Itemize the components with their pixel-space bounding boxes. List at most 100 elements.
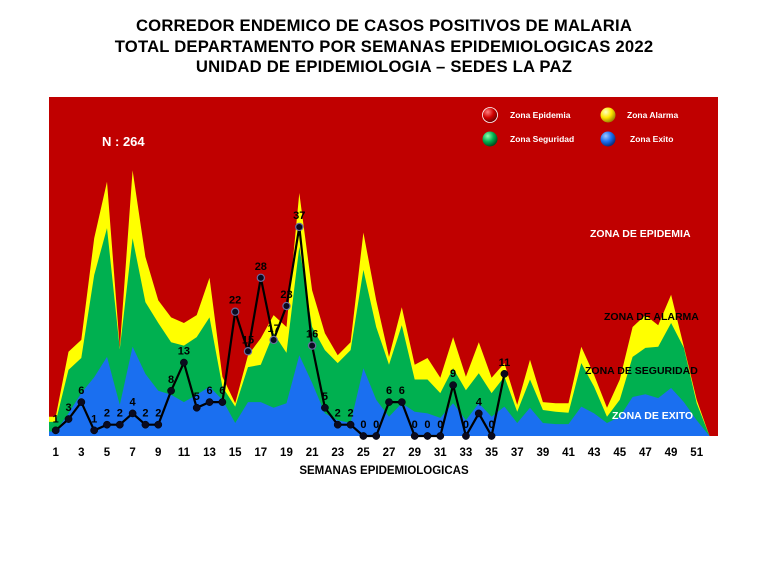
case-point-week-20: [295, 222, 304, 232]
legend-exito-label: Zona Exito: [630, 134, 673, 144]
zona-exito-area: [49, 346, 710, 436]
case-point-week-29: [410, 432, 419, 440]
case-label-week-7: 4: [130, 396, 137, 408]
case-point-week-3: [77, 398, 86, 406]
x-tick-label: 39: [536, 447, 549, 459]
x-tick-label: 17: [254, 447, 267, 459]
case-label-week-2: 3: [65, 402, 71, 414]
case-label-week-3: 6: [78, 385, 84, 397]
x-tick-label: 27: [383, 447, 396, 459]
case-point-week-6: [115, 420, 124, 429]
case-label-week-18: 17: [268, 323, 280, 335]
case-point-week-22: [321, 403, 329, 412]
x-tick-label: 13: [203, 447, 216, 459]
case-point-week-5: [103, 420, 111, 429]
x-tick-label: 11: [178, 447, 191, 459]
x-tick-label: 45: [613, 447, 626, 459]
x-tick-label: 1: [52, 447, 59, 459]
zona-seguridad-area: [49, 228, 710, 436]
case-label-week-36: 11: [499, 357, 511, 369]
x-tick-label: 9: [155, 447, 161, 459]
case-point-week-8: [141, 420, 150, 429]
case-label-week-32: 9: [450, 368, 456, 380]
legend-exito-icon: [600, 131, 616, 147]
case-point-week-19: [282, 301, 291, 311]
case-label-week-21: 16: [306, 329, 318, 341]
legend-alarma-icon: [600, 107, 616, 123]
case-label-week-25: 0: [360, 419, 366, 431]
case-label-week-24: 2: [347, 408, 353, 420]
x-tick-label: 49: [665, 447, 678, 459]
x-tick-label: 21: [306, 447, 319, 459]
x-tick-label: 5: [104, 447, 111, 459]
x-tick-label: 31: [434, 447, 447, 459]
case-label-week-17: 28: [255, 261, 267, 273]
case-label-week-10: 8: [168, 374, 174, 386]
case-point-week-14: [218, 398, 227, 406]
case-label-week-15: 22: [229, 295, 241, 307]
case-label-week-11: 13: [178, 346, 190, 358]
case-label-week-4: 1: [91, 413, 97, 425]
case-label-week-13: 6: [206, 385, 212, 397]
legend-seguridad-icon: [482, 131, 498, 147]
case-point-week-7: [128, 409, 137, 418]
chart-title-line-1: CORREDOR ENDEMICO DE CASOS POSITIVOS DE …: [135, 16, 633, 35]
legend-seguridad-label: Zona Seguridad: [510, 134, 574, 144]
x-tick-label: 19: [280, 447, 293, 459]
case-point-week-30: [423, 432, 432, 440]
zone-label-exito: ZONA DE EXITO: [612, 410, 693, 422]
x-tick-label: 41: [562, 447, 575, 459]
case-label-week-33: 0: [463, 419, 469, 431]
case-label-week-6: 2: [117, 408, 123, 420]
case-label-week-14: 6: [219, 385, 225, 397]
case-point-week-10: [167, 386, 175, 395]
case-point-week-34: [474, 409, 483, 418]
case-point-week-24: [346, 420, 355, 429]
x-tick-label: 25: [357, 447, 370, 459]
case-point-week-16: [243, 347, 253, 356]
case-point-week-31: [436, 432, 445, 440]
x-tick-label: 35: [485, 447, 498, 459]
legend-epidemia-icon: [482, 107, 498, 123]
case-label-week-16: 15: [242, 334, 254, 346]
case-label-week-19: 23: [280, 289, 292, 301]
n-total-label: N : 264: [102, 134, 145, 149]
case-point-week-17: [256, 273, 266, 282]
case-label-week-22: 5: [322, 391, 328, 403]
legend: Zona Epidemia Zona Alarma Zona Seguridad…: [482, 107, 678, 147]
case-point-week-21: [307, 341, 317, 350]
case-label-week-8: 2: [142, 408, 148, 420]
case-label-week-12: 5: [194, 391, 200, 403]
case-point-week-15: [230, 307, 240, 316]
case-label-week-23: 2: [335, 408, 341, 420]
case-point-week-32: [449, 381, 457, 389]
case-point-week-23: [333, 420, 342, 429]
zone-label-alarma: ZONA DE ALARMA: [604, 311, 699, 323]
case-point-week-13: [205, 398, 214, 406]
case-point-week-12: [192, 403, 201, 412]
case-point-week-33: [462, 432, 470, 440]
case-label-week-26: 0: [373, 419, 379, 431]
x-tick-label: 3: [78, 447, 84, 459]
case-point-week-4: [90, 426, 99, 435]
case-label-week-35: 0: [489, 419, 495, 431]
zone-label-seguridad: ZONA DE SEGURIDAD: [585, 365, 698, 377]
x-tick-label: 29: [408, 447, 421, 459]
x-tick-label: 47: [639, 447, 652, 459]
legend-epidemia-label: Zona Epidemia: [510, 110, 571, 120]
x-tick-label: 15: [229, 447, 242, 459]
x-tick-label: 33: [460, 447, 473, 459]
chart-title-line-3: UNIDAD DE EPIDEMIOLOGIA – SEDES LA PAZ: [195, 57, 573, 76]
case-label-week-20: 37: [293, 210, 305, 222]
case-point-week-1: [51, 426, 60, 435]
case-point-week-2: [64, 415, 73, 423]
case-label-week-28: 6: [399, 385, 405, 397]
x-tick-label: 37: [511, 447, 524, 459]
case-label-week-31: 0: [437, 419, 443, 431]
x-tick-label: 7: [129, 447, 135, 459]
case-label-week-27: 6: [386, 385, 392, 397]
x-tick-label: 51: [690, 447, 703, 459]
case-label-week-30: 0: [424, 419, 430, 431]
case-point-week-36: [500, 370, 509, 378]
